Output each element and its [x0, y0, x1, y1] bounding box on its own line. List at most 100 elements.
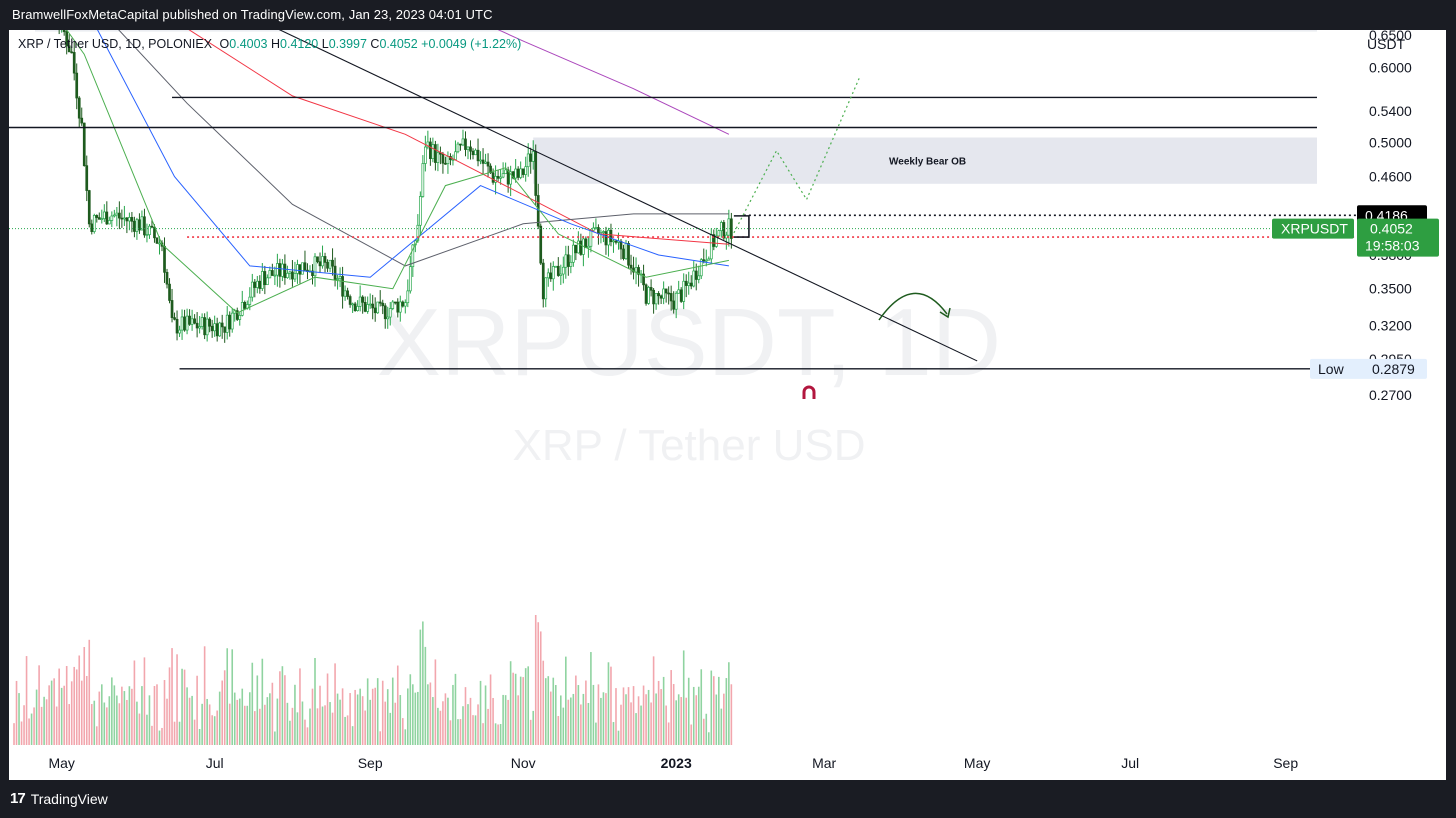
candle[interactable] [546, 268, 550, 287]
candle[interactable] [286, 265, 289, 279]
candle[interactable] [539, 223, 543, 265]
candle[interactable] [82, 122, 86, 167]
candle[interactable] [155, 237, 159, 245]
candle[interactable] [561, 256, 565, 284]
candle[interactable] [549, 262, 553, 282]
candle[interactable] [531, 140, 535, 170]
candle[interactable] [255, 275, 259, 294]
candle[interactable] [607, 227, 610, 257]
candle[interactable] [235, 307, 239, 321]
candle[interactable] [265, 274, 269, 286]
candle[interactable] [281, 259, 284, 282]
candle[interactable] [524, 156, 528, 182]
candle[interactable] [371, 294, 375, 320]
candle[interactable] [418, 191, 422, 236]
candle[interactable] [180, 309, 184, 340]
candle[interactable] [679, 287, 683, 303]
candle[interactable] [291, 260, 294, 287]
candle[interactable] [499, 169, 502, 185]
candle[interactable] [208, 317, 212, 333]
candle[interactable] [383, 303, 387, 329]
candle[interactable] [649, 279, 653, 297]
candle[interactable] [441, 151, 445, 174]
candle[interactable] [717, 229, 721, 237]
candle[interactable] [92, 213, 96, 234]
candle[interactable] [516, 166, 520, 181]
price-chart[interactable]: XRPUSDT, 1D XRP / Tether USD WEEKLY FVGW… [9, 30, 1446, 780]
candle[interactable] [62, 30, 66, 36]
candle[interactable] [519, 161, 523, 180]
candle[interactable] [115, 206, 119, 227]
candle[interactable] [712, 229, 716, 251]
candle[interactable] [348, 294, 352, 308]
candle[interactable] [67, 34, 71, 53]
candle[interactable] [393, 301, 397, 305]
candle[interactable] [112, 209, 116, 218]
candle[interactable] [719, 220, 723, 238]
candle[interactable] [431, 137, 435, 163]
candle[interactable] [544, 277, 548, 308]
candle[interactable] [225, 306, 229, 340]
candle[interactable] [87, 189, 91, 228]
candle[interactable] [612, 239, 615, 253]
candle[interactable] [682, 273, 686, 310]
candle[interactable] [707, 256, 711, 261]
candle[interactable] [102, 204, 106, 222]
candle[interactable] [140, 210, 144, 231]
candle[interactable] [248, 287, 252, 311]
candle[interactable] [95, 214, 99, 223]
candle[interactable] [494, 165, 497, 195]
candle[interactable] [689, 275, 693, 290]
candle[interactable] [594, 218, 598, 230]
candle[interactable] [318, 252, 322, 274]
candle[interactable] [604, 226, 608, 255]
candle[interactable] [654, 293, 658, 310]
candle[interactable] [333, 257, 337, 287]
candle[interactable] [559, 264, 563, 285]
candle[interactable] [401, 300, 405, 308]
candle[interactable] [514, 159, 518, 183]
candle[interactable] [627, 241, 630, 270]
candle[interactable] [496, 169, 500, 182]
candle[interactable] [632, 256, 635, 280]
candle[interactable] [534, 144, 538, 206]
candle[interactable] [298, 264, 302, 284]
candle[interactable] [321, 245, 324, 269]
candle[interactable] [709, 228, 713, 264]
candle[interactable] [479, 151, 482, 165]
candle[interactable] [459, 143, 462, 151]
candle[interactable] [647, 285, 650, 305]
candle[interactable] [97, 212, 101, 220]
candle[interactable] [80, 107, 84, 126]
candle[interactable] [381, 299, 385, 315]
candle[interactable] [65, 30, 69, 55]
candle[interactable] [434, 140, 437, 171]
candle[interactable] [185, 308, 189, 335]
candle[interactable] [602, 230, 605, 243]
candle[interactable] [168, 278, 171, 304]
candle[interactable] [599, 229, 603, 244]
candle[interactable] [100, 209, 104, 224]
candle[interactable] [677, 280, 681, 294]
candle[interactable] [373, 297, 377, 322]
tradingview-logo[interactable]: 17 TradingView [10, 790, 108, 807]
candle[interactable] [674, 291, 678, 319]
candle[interactable] [486, 153, 490, 178]
candle[interactable] [135, 217, 139, 240]
candle[interactable] [250, 273, 254, 302]
candle[interactable] [75, 63, 79, 110]
candle[interactable] [163, 237, 166, 283]
candle[interactable] [637, 264, 640, 287]
candle[interactable] [175, 310, 179, 341]
candle[interactable] [436, 143, 440, 172]
candle[interactable] [238, 312, 242, 326]
candle[interactable] [223, 326, 227, 343]
candle[interactable] [551, 261, 555, 291]
candle[interactable] [592, 222, 595, 231]
candle[interactable] [120, 209, 124, 228]
candle[interactable] [260, 263, 264, 292]
candle[interactable] [692, 261, 696, 288]
candle[interactable] [704, 249, 708, 267]
candle[interactable] [398, 295, 402, 322]
candle[interactable] [358, 285, 362, 312]
